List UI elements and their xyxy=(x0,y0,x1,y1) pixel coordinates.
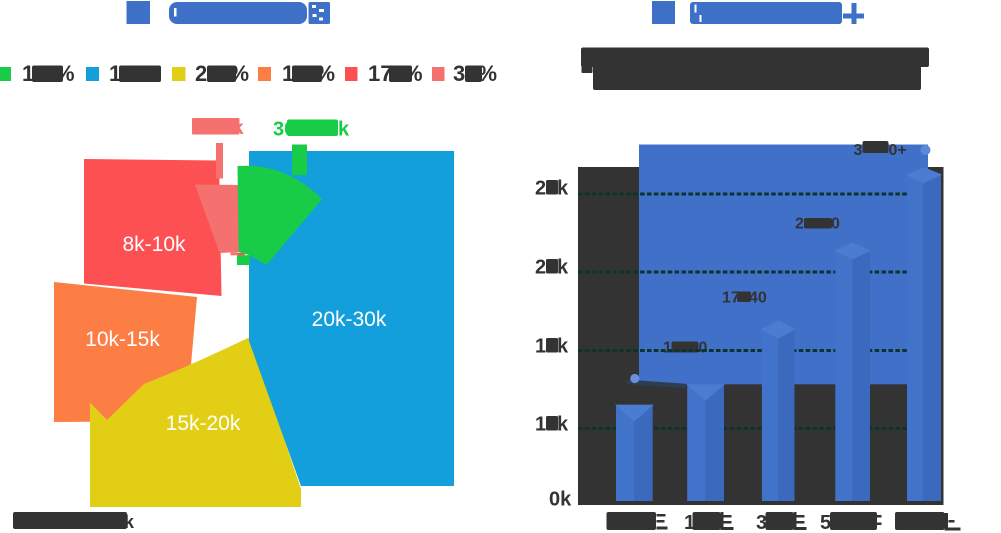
svg-text:0+: 0+ xyxy=(889,142,907,159)
svg-text:2: 2 xyxy=(535,257,546,279)
svg-text:1: 1 xyxy=(684,512,695,533)
svg-text:1: 1 xyxy=(663,340,672,357)
svg-text:1: 1 xyxy=(22,61,34,86)
svg-text:1: 1 xyxy=(282,61,294,86)
svg-text:k: k xyxy=(557,414,569,436)
svg-text:k: k xyxy=(124,512,135,532)
svg-text:2: 2 xyxy=(535,178,546,200)
svg-text:2: 2 xyxy=(795,216,804,233)
svg-text:8k-10k: 8k-10k xyxy=(122,233,186,256)
svg-text:%: % xyxy=(55,61,75,86)
svg-text:3: 3 xyxy=(756,512,767,533)
svg-text:1: 1 xyxy=(535,414,546,436)
svg-text:3: 3 xyxy=(854,142,863,159)
svg-text:5: 5 xyxy=(820,512,831,533)
svg-text:2: 2 xyxy=(195,61,207,86)
svg-text:10k-15k: 10k-15k xyxy=(85,328,160,351)
svg-text:%: % xyxy=(316,61,336,86)
svg-text:1: 1 xyxy=(535,336,546,358)
svg-text:%: % xyxy=(478,61,498,86)
svg-text:k: k xyxy=(557,178,569,200)
svg-text:15k-20k: 15k-20k xyxy=(166,412,241,435)
svg-text:20k-30k: 20k-30k xyxy=(312,308,387,331)
svg-text:k: k xyxy=(233,118,244,139)
svg-text:0k: 0k xyxy=(549,489,572,511)
svg-text:0: 0 xyxy=(831,216,840,233)
svg-text:%: % xyxy=(230,61,250,86)
svg-text:k: k xyxy=(338,119,350,141)
svg-text:17: 17 xyxy=(722,290,740,307)
svg-text:1: 1 xyxy=(109,61,121,86)
svg-text:40: 40 xyxy=(749,290,767,307)
svg-text:%: % xyxy=(403,61,423,86)
svg-text:k: k xyxy=(557,336,569,358)
svg-text:3: 3 xyxy=(453,61,465,86)
svg-text:k: k xyxy=(557,257,569,279)
svg-text:0: 0 xyxy=(699,340,708,357)
svg-text:17: 17 xyxy=(368,61,392,86)
